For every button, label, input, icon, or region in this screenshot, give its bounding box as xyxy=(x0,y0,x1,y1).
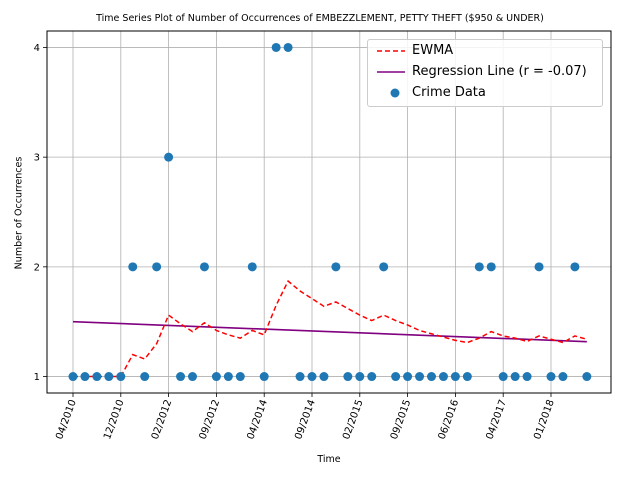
crime-data-point xyxy=(546,372,556,382)
crime-data-point xyxy=(104,372,114,382)
crime-data-point xyxy=(415,372,425,382)
crime-data-point xyxy=(391,372,401,382)
crime-data-point xyxy=(188,372,197,382)
y-tick-label: 2 xyxy=(34,262,40,273)
legend-label-crime-data: Crime Data xyxy=(412,85,486,100)
ewma-line xyxy=(73,279,588,378)
crime-data-point xyxy=(128,262,138,272)
crime-data-point xyxy=(80,372,90,382)
crime-data-point xyxy=(283,42,293,52)
crime-data-point xyxy=(140,372,150,382)
x-tick-label: 09/2012 xyxy=(198,398,223,441)
crime-data-point xyxy=(235,372,245,382)
legend-label-ewma: EWMA xyxy=(412,43,454,58)
crime-data-point xyxy=(367,372,377,382)
crime-data-point xyxy=(558,372,568,382)
crime-data-point xyxy=(92,372,102,382)
y-tick-label: 4 xyxy=(34,43,40,54)
x-tick-label: 04/2014 xyxy=(245,398,270,441)
x-tick-label: 01/2018 xyxy=(532,398,557,441)
point-layer xyxy=(68,42,592,382)
crime-data-point xyxy=(176,372,186,382)
crime-data-point xyxy=(534,262,544,272)
crime-data-point xyxy=(295,372,305,382)
crime-data-point xyxy=(355,372,365,382)
legend: EWMA Regression Line (r = -0.07) Crime D… xyxy=(367,39,603,107)
x-tick-label: 09/2014 xyxy=(293,398,318,441)
chart-title: Time Series Plot of Number of Occurrence… xyxy=(96,13,544,24)
y-tick-label: 3 xyxy=(34,153,40,164)
x-axis-label: Time xyxy=(317,454,341,465)
x-tick-label: 04/2010 xyxy=(54,398,79,441)
legend-swatch-regression xyxy=(377,71,405,73)
crime-data-point xyxy=(199,262,209,272)
crime-data-point xyxy=(522,372,532,382)
y-axis-label: Number of Occurrences xyxy=(13,156,25,270)
crime-data-point xyxy=(331,262,341,272)
legend-swatch-crime-data xyxy=(390,88,400,98)
crime-data-point xyxy=(486,262,496,272)
crime-data-point xyxy=(152,262,162,272)
line-layer xyxy=(72,279,588,378)
legend-swatch-ewma xyxy=(377,50,405,52)
crime-data-point xyxy=(223,372,233,382)
x-tick-label: 12/2010 xyxy=(102,398,127,441)
crime-data-point xyxy=(450,372,460,382)
legend-label-regression: Regression Line (r = -0.07) xyxy=(412,64,587,79)
regression-line xyxy=(72,320,587,343)
legend-item-ewma: EWMA xyxy=(368,41,604,61)
crime-data-point xyxy=(474,262,484,272)
crime-data-point xyxy=(510,372,520,382)
crime-data-point xyxy=(164,152,174,162)
x-tick-label: 02/2015 xyxy=(341,398,366,441)
crime-data-point xyxy=(570,262,580,272)
crime-data-point xyxy=(438,372,448,382)
crime-data-point xyxy=(271,42,281,52)
x-tick-label: 09/2015 xyxy=(389,398,414,441)
crime-data-point xyxy=(498,372,508,382)
crime-data-point xyxy=(211,372,221,382)
x-tick-label: 06/2016 xyxy=(437,398,462,441)
crime-data-point xyxy=(259,372,269,382)
crime-data-point xyxy=(247,262,257,272)
crime-data-point xyxy=(343,372,353,382)
crime-data-point xyxy=(319,372,329,382)
x-tick-label: 04/2017 xyxy=(484,398,509,441)
plot-frame xyxy=(46,30,612,394)
crime-data-point xyxy=(427,372,436,382)
x-tick-label: 02/2012 xyxy=(150,398,175,441)
legend-item-crime-data: Crime Data xyxy=(368,83,604,103)
y-tick-label: 1 xyxy=(34,372,40,383)
crime-data-point xyxy=(379,262,389,272)
crime-data-point xyxy=(68,372,78,382)
crime-data-point xyxy=(403,372,413,382)
crime-data-point xyxy=(307,372,317,382)
crime-data-point xyxy=(462,372,472,382)
crime-data-point xyxy=(116,372,126,382)
legend-item-regression: Regression Line (r = -0.07) xyxy=(368,62,604,82)
crime-data-point xyxy=(582,372,592,382)
grid xyxy=(47,31,611,393)
